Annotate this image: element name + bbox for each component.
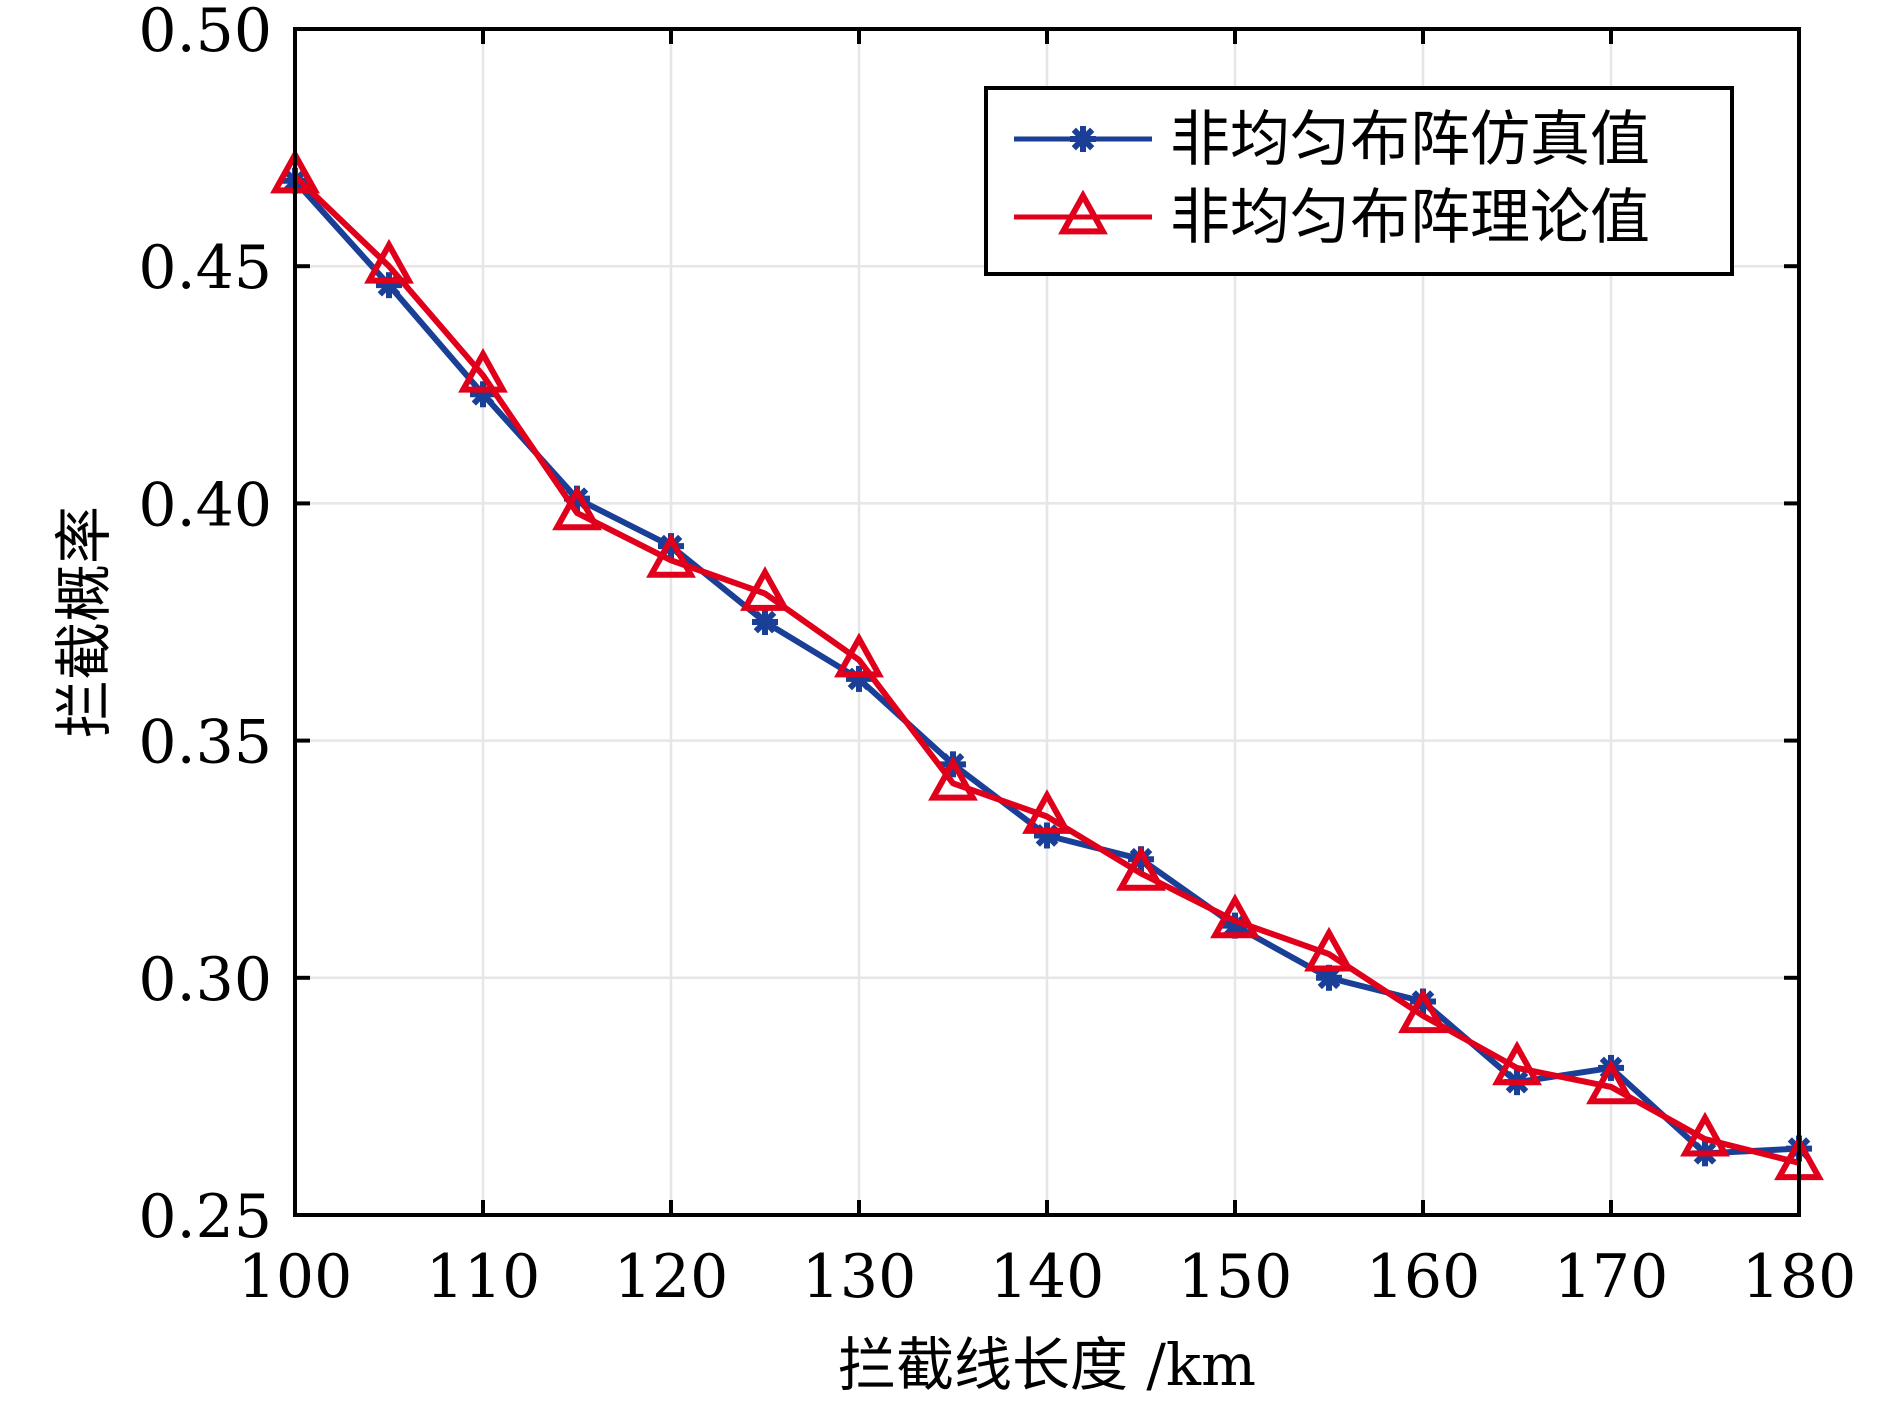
asterisk-core bbox=[1075, 131, 1091, 147]
data-point-triangle bbox=[1210, 893, 1260, 939]
x-tick-label: 160 bbox=[1366, 1242, 1481, 1312]
x-tick-label: 140 bbox=[990, 1242, 1105, 1312]
data-point-triangle bbox=[364, 238, 414, 284]
legend: 非均匀布阵仿真值 非均匀布阵理论值 bbox=[984, 86, 1734, 276]
data-point-triangle bbox=[1304, 926, 1354, 972]
y-tick-label: 0.40 bbox=[138, 470, 272, 540]
legend-triangle-shape bbox=[1058, 189, 1108, 235]
x-tick-label: 100 bbox=[238, 1242, 353, 1312]
legend-label-simulated: 非均匀布阵仿真值 bbox=[1170, 105, 1650, 175]
y-tick-label: 0.30 bbox=[138, 945, 272, 1015]
asterisk-core bbox=[1321, 970, 1337, 985]
x-tick-label: 180 bbox=[1742, 1242, 1857, 1312]
asterisk-core bbox=[757, 614, 773, 630]
x-tick-label: 110 bbox=[426, 1242, 541, 1312]
data-point-triangle bbox=[1586, 1059, 1636, 1105]
x-tick-label: 130 bbox=[802, 1242, 917, 1312]
x-tick-labels: 100 110 120 130 140 150 160 170 180 bbox=[238, 1242, 1857, 1312]
data-point-triangle bbox=[1680, 1111, 1730, 1157]
legend-box bbox=[984, 86, 1734, 276]
legend-triangle-marker-icon bbox=[1058, 189, 1108, 235]
data-point-triangle bbox=[458, 347, 508, 393]
legend-label-theoretical: 非均匀布阵理论值 bbox=[1170, 183, 1650, 253]
data-point-triangle bbox=[552, 485, 602, 531]
y-tick-label: 0.25 bbox=[138, 1182, 272, 1252]
x-axis-title: 拦截线长度 /km bbox=[838, 1331, 1256, 1399]
data-point-asterisk bbox=[752, 609, 778, 635]
data-point-triangle bbox=[740, 566, 790, 611]
legend-entry-theoretical: 非均匀布阵理论值 bbox=[1014, 183, 1650, 253]
axes bbox=[293, 27, 1801, 1217]
data-point-asterisk bbox=[1034, 822, 1060, 849]
data-point-asterisk bbox=[1316, 964, 1342, 991]
data-point-triangle bbox=[1398, 988, 1448, 1034]
data-point-triangle bbox=[1116, 846, 1166, 891]
y-tick-labels: 0.25 0.30 0.35 0.40 0.45 0.50 bbox=[138, 0, 272, 1252]
x-tick-label: 150 bbox=[1178, 1242, 1293, 1312]
y-tick-label: 0.50 bbox=[138, 0, 272, 66]
series-theoretical bbox=[270, 148, 1824, 1181]
y-axis-title: 拦截概率 bbox=[50, 506, 118, 738]
data-point-triangle bbox=[646, 532, 696, 578]
y-tick-label: 0.35 bbox=[138, 708, 272, 778]
legend-entry-simulated: 非均匀布阵仿真值 bbox=[1014, 105, 1650, 175]
y-tick-label: 0.45 bbox=[138, 233, 272, 303]
x-tick-label: 120 bbox=[614, 1242, 729, 1312]
legend-asterisk-marker-icon bbox=[1070, 126, 1096, 152]
data-point-triangle bbox=[1022, 789, 1072, 834]
data-point-triangle bbox=[928, 755, 978, 801]
series-line bbox=[292, 173, 1800, 1166]
data-point-triangle bbox=[1492, 1040, 1542, 1086]
x-tick-label: 170 bbox=[1554, 1242, 1669, 1312]
series-layer bbox=[270, 148, 1824, 1181]
data-point-triangle bbox=[834, 632, 884, 678]
